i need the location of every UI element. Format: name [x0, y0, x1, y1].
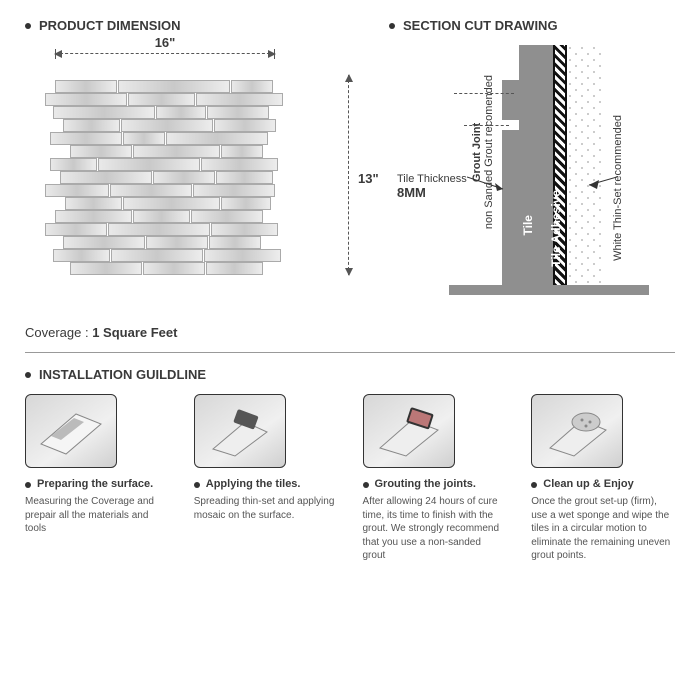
tile-bar	[221, 145, 263, 158]
section-cut-heading-text: SECTION CUT DRAWING	[403, 18, 558, 33]
tile-bar	[146, 236, 208, 249]
section-cut-heading: SECTION CUT DRAWING	[389, 18, 675, 33]
arrow-icon	[587, 175, 617, 189]
dimension-heading: PRODUCT DIMENSION	[25, 18, 389, 33]
grout-joint-label: Grout Joint non Sanded Grout recomended	[471, 75, 495, 229]
bullet-icon	[25, 372, 31, 378]
tile-bar	[121, 119, 213, 132]
guideline-heading-text: INSTALLATION GUILDLINE	[39, 367, 206, 382]
tile-bar	[133, 210, 190, 223]
tile-bar	[211, 223, 278, 236]
tile-bar	[193, 184, 275, 197]
tile-bar	[156, 106, 206, 119]
tile-bar	[128, 93, 195, 106]
tile-bar	[143, 262, 205, 275]
step-title: Applying the tiles.	[194, 478, 338, 490]
step-desc: Once the grout set-up (firm), use a wet …	[531, 495, 675, 563]
tile-bar	[110, 184, 192, 197]
height-label: 13"	[358, 171, 379, 186]
divider	[25, 352, 675, 353]
tile-bar	[111, 249, 203, 262]
tile-bar	[63, 119, 120, 132]
tile-bar	[221, 197, 271, 210]
guideline-step: Applying the tiles. Spreading thin-set an…	[194, 394, 338, 563]
step-thumbnail	[363, 394, 455, 468]
tile-bar	[98, 158, 200, 171]
product-dimension-panel: PRODUCT DIMENSION 16" 13" Coverage : 1 S…	[25, 18, 389, 340]
guideline-step: Grouting the joints. After allowing 24 ho…	[363, 394, 507, 563]
guideline-step: Preparing the surface. Measuring the Cove…	[25, 394, 169, 563]
guideline-step: Clean up & Enjoy Once the grout set-up (f…	[531, 394, 675, 563]
bullet-icon	[531, 482, 537, 488]
tile-bar	[55, 80, 117, 93]
tile-bar	[63, 236, 145, 249]
step-thumbnail	[25, 394, 117, 468]
floor-layer	[449, 285, 649, 295]
tile-bar	[45, 93, 127, 106]
tile-bar	[209, 236, 261, 249]
guideline-heading: INSTALLATION GUILDLINE	[25, 367, 675, 382]
tile-bar	[53, 106, 155, 119]
step-title: Clean up & Enjoy	[531, 478, 675, 490]
coverage-label: Coverage :	[25, 325, 89, 340]
tile-bar	[206, 262, 263, 275]
tile-bar	[216, 171, 273, 184]
tile-bar	[45, 184, 109, 197]
tile-bar	[196, 93, 283, 106]
tile-bar	[123, 197, 220, 210]
tile-bar	[60, 171, 152, 184]
height-arrow: 13"	[348, 75, 349, 275]
tile-bar	[50, 158, 97, 171]
step-desc: After allowing 24 hours of cure time, it…	[363, 495, 507, 563]
bullet-icon	[389, 23, 395, 29]
step-title: Preparing the surface.	[25, 478, 169, 490]
tile-bar	[166, 132, 268, 145]
guideline-steps: Preparing the surface. Measuring the Cove…	[25, 394, 675, 563]
tile-bar	[55, 210, 132, 223]
bullet-icon	[25, 23, 31, 29]
tile-bar	[65, 197, 122, 210]
section-cut-diagram: Grout Joint non Sanded Grout recomended …	[389, 45, 675, 325]
tile-bar	[201, 158, 278, 171]
tile-bar	[204, 249, 281, 262]
tile-bar	[70, 145, 132, 158]
tile-bar	[70, 262, 142, 275]
bullet-icon	[363, 482, 369, 488]
tile-bar	[118, 80, 230, 93]
thinset-layer	[567, 45, 605, 285]
step-desc: Measuring the Coverage and prepair all t…	[25, 495, 169, 536]
tile-bar	[153, 171, 215, 184]
tile-sample	[45, 80, 285, 275]
coverage-line: Coverage : 1 Square Feet	[25, 325, 389, 340]
tile-label: Tile	[521, 215, 535, 235]
tile-bar	[45, 223, 107, 236]
step-desc: Spreading thin-set and applying mosaic o…	[194, 495, 338, 522]
section-cut-panel: SECTION CUT DRAWING Grout Joint non Sand…	[389, 18, 675, 340]
arrow-icon	[467, 173, 507, 193]
top-row: PRODUCT DIMENSION 16" 13" Coverage : 1 S…	[25, 18, 675, 340]
tile-bar	[53, 249, 110, 262]
adhesive-label: Tile Adhesive	[549, 190, 563, 267]
tile-bar	[214, 119, 276, 132]
step-thumbnail	[531, 394, 623, 468]
tile-bar	[133, 145, 220, 158]
width-label: 16"	[55, 35, 275, 50]
step-thumbnail	[194, 394, 286, 468]
tile-bar	[207, 106, 269, 119]
tile-bar	[231, 80, 273, 93]
thickness-label: Tile Thickness 8MM	[397, 173, 467, 200]
tile-bar	[50, 132, 122, 145]
step-title: Grouting the joints.	[363, 478, 507, 490]
dimension-diagram: 16" 13"	[25, 45, 389, 325]
bullet-icon	[25, 482, 31, 488]
dimension-heading-text: PRODUCT DIMENSION	[39, 18, 181, 33]
tile-bar	[191, 210, 263, 223]
bullet-icon	[194, 482, 200, 488]
width-arrow: 16"	[55, 53, 275, 54]
tile-bar	[123, 132, 165, 145]
coverage-value: 1 Square Feet	[92, 325, 177, 340]
tile-bar	[108, 223, 210, 236]
